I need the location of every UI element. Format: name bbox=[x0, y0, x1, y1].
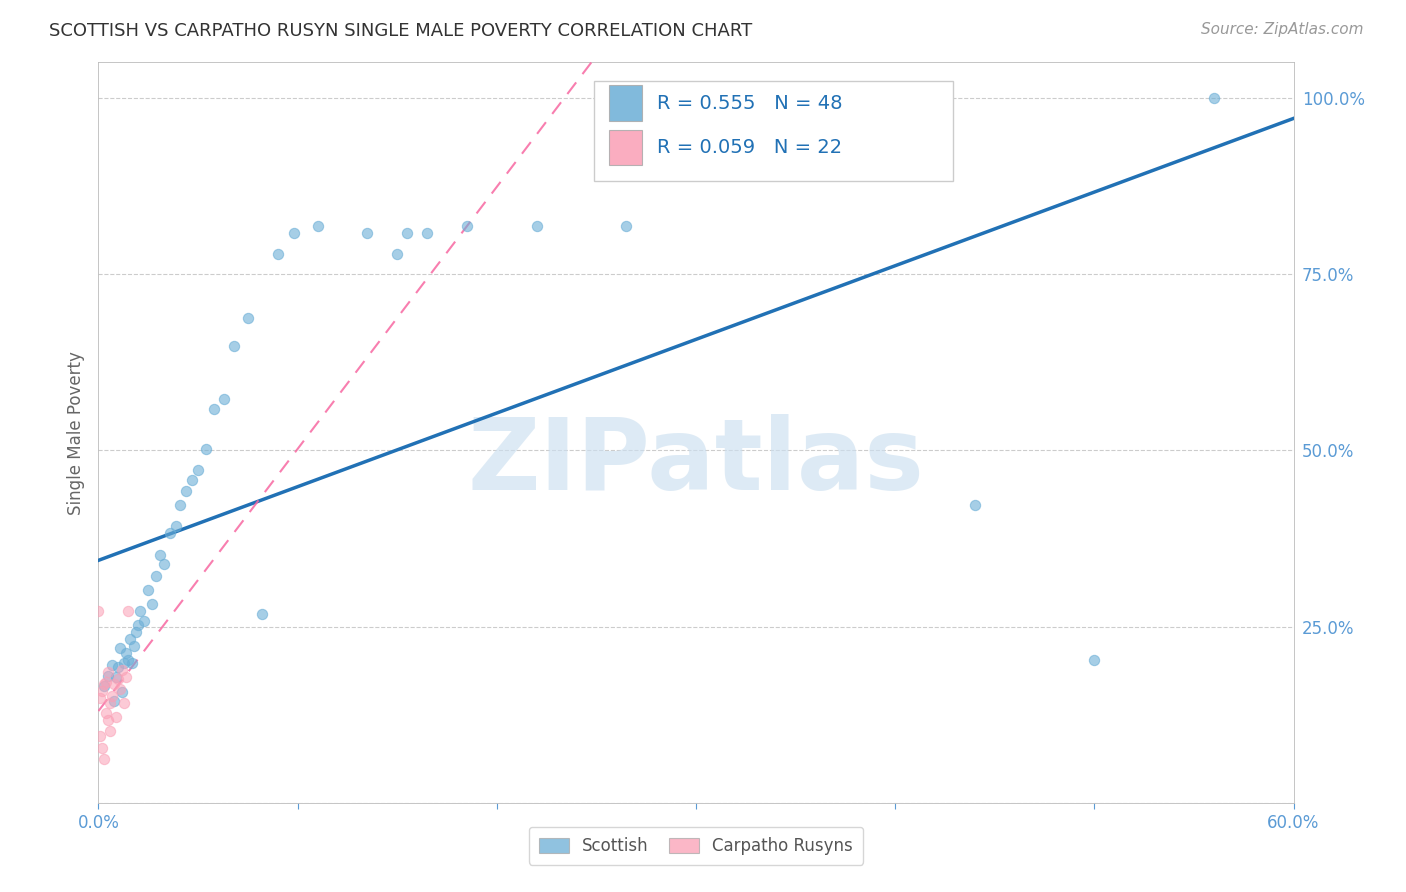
Text: R = 0.555   N = 48: R = 0.555 N = 48 bbox=[657, 94, 842, 112]
Point bbox=[141, 597, 163, 611]
Point bbox=[101, 689, 124, 703]
Point bbox=[101, 658, 124, 673]
Point bbox=[120, 632, 142, 647]
Point bbox=[117, 653, 139, 667]
Point bbox=[121, 656, 143, 670]
FancyBboxPatch shape bbox=[609, 130, 643, 165]
Point bbox=[89, 729, 111, 743]
Point bbox=[107, 660, 129, 674]
Legend: Scottish, Carpatho Rusyns: Scottish, Carpatho Rusyns bbox=[529, 827, 863, 865]
Point bbox=[456, 219, 478, 233]
Point bbox=[963, 498, 986, 512]
Point bbox=[169, 498, 191, 512]
Point bbox=[91, 684, 114, 698]
Point bbox=[136, 582, 159, 597]
Point bbox=[103, 677, 125, 691]
Point bbox=[129, 604, 152, 618]
Point bbox=[212, 392, 235, 407]
FancyBboxPatch shape bbox=[609, 86, 643, 121]
Point bbox=[105, 710, 128, 724]
Point bbox=[159, 526, 181, 541]
Point bbox=[97, 665, 120, 680]
Point bbox=[103, 693, 125, 707]
Point bbox=[111, 663, 134, 677]
Point bbox=[526, 219, 548, 233]
Point bbox=[125, 625, 148, 640]
Point bbox=[307, 219, 329, 233]
Point bbox=[93, 680, 115, 694]
Point bbox=[112, 696, 135, 710]
Point bbox=[174, 484, 197, 499]
Point bbox=[98, 696, 122, 710]
FancyBboxPatch shape bbox=[595, 81, 953, 181]
Point bbox=[250, 607, 273, 621]
Text: SCOTTISH VS CARPATHO RUSYN SINGLE MALE POVERTY CORRELATION CHART: SCOTTISH VS CARPATHO RUSYN SINGLE MALE P… bbox=[49, 22, 752, 40]
Point bbox=[149, 548, 172, 562]
Point bbox=[181, 473, 204, 487]
Text: R = 0.059   N = 22: R = 0.059 N = 22 bbox=[657, 138, 842, 157]
Point bbox=[127, 618, 149, 632]
Point bbox=[117, 604, 139, 618]
Point bbox=[115, 646, 138, 660]
Point bbox=[93, 677, 115, 691]
Point bbox=[416, 226, 439, 240]
Point bbox=[96, 674, 118, 689]
Point bbox=[96, 706, 118, 720]
Point bbox=[153, 558, 176, 572]
Point bbox=[614, 219, 637, 233]
Point bbox=[112, 656, 135, 670]
Point bbox=[111, 685, 134, 699]
Point bbox=[1202, 91, 1225, 105]
Point bbox=[236, 310, 259, 325]
Point bbox=[267, 247, 290, 261]
Point bbox=[1083, 653, 1105, 667]
Y-axis label: Single Male Poverty: Single Male Poverty bbox=[66, 351, 84, 515]
Point bbox=[396, 226, 419, 240]
Text: ZIPatlas: ZIPatlas bbox=[468, 414, 924, 511]
Point bbox=[110, 640, 132, 655]
Point bbox=[110, 681, 132, 696]
Point bbox=[97, 669, 120, 683]
Point bbox=[124, 640, 146, 654]
Point bbox=[93, 752, 115, 766]
Point bbox=[97, 713, 120, 727]
Point bbox=[89, 691, 111, 706]
Point bbox=[222, 339, 245, 353]
Point bbox=[98, 723, 122, 738]
Point bbox=[187, 463, 209, 477]
Point bbox=[195, 442, 218, 456]
Point bbox=[283, 226, 305, 240]
Point bbox=[107, 673, 129, 687]
Point bbox=[202, 402, 225, 417]
Point bbox=[105, 670, 128, 684]
Point bbox=[115, 670, 138, 684]
Point bbox=[165, 519, 187, 533]
Point bbox=[134, 614, 156, 628]
Point bbox=[356, 226, 378, 240]
Point bbox=[145, 568, 167, 582]
Point bbox=[87, 604, 110, 618]
Point bbox=[385, 247, 409, 261]
Text: Source: ZipAtlas.com: Source: ZipAtlas.com bbox=[1201, 22, 1364, 37]
Point bbox=[91, 740, 114, 755]
